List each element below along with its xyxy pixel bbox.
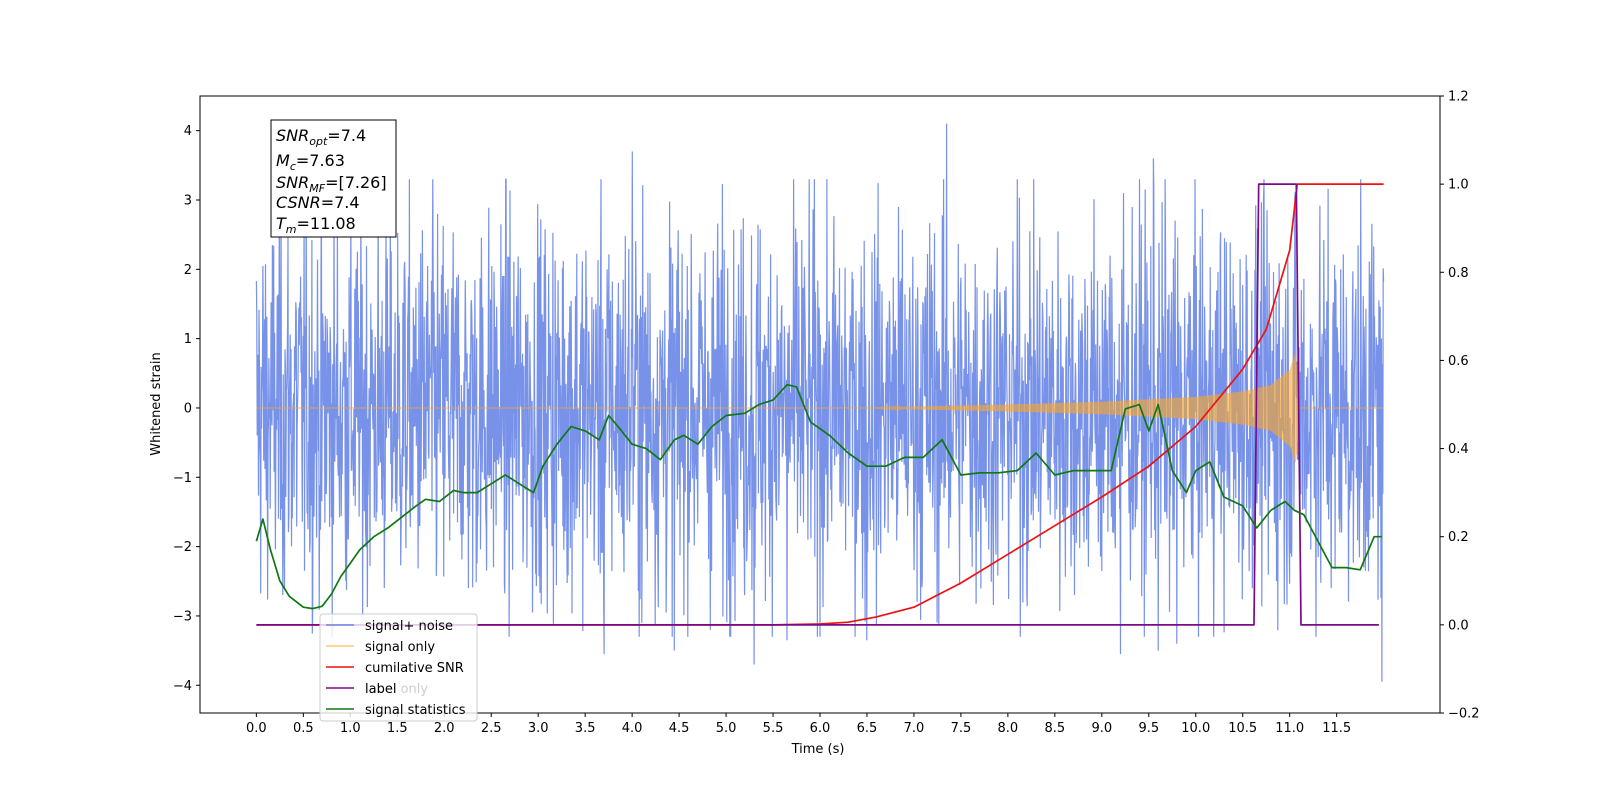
x-tick-label: 1.0 — [340, 721, 361, 736]
info-mc: =7.63 — [296, 151, 345, 170]
x-tick-label: 4.0 — [622, 721, 643, 736]
y-right-tick-label: 0.0 — [1448, 618, 1469, 633]
info-snr-opt: =7.4 — [327, 126, 366, 145]
y-right-tick-label: 1.2 — [1448, 90, 1469, 105]
x-tick-label: 2.0 — [434, 721, 455, 736]
series-line-signal-only — [256, 353, 1384, 463]
y-left-tick-label: 2 — [184, 263, 192, 278]
x-tick-label: 11.0 — [1275, 721, 1304, 736]
svg-text:Mc=7.63: Mc=7.63 — [276, 151, 345, 173]
x-tick-label: 8.0 — [998, 721, 1019, 736]
x-tick-label: 10.5 — [1228, 721, 1257, 736]
legend-label-label: label — [365, 682, 396, 697]
x-tick-label: 3.0 — [528, 721, 549, 736]
info-box: SNRopt=7.4 Mc=7.63 SNRMF=[7.26] CSNR=7.4… — [270, 119, 397, 238]
plot-area — [255, 123, 1385, 682]
x-tick-label: 10.0 — [1181, 721, 1210, 736]
series-group — [255, 123, 1385, 682]
series-line-label — [256, 183, 1379, 626]
x-tick-label: 1.5 — [387, 721, 408, 736]
legend-label-signal-statistics: signal statistics — [365, 703, 466, 718]
info-tm: =11.08 — [297, 214, 356, 233]
legend-label-cumulative-snr: cumilative SNR — [365, 661, 464, 676]
x-axis-label: Time (s) — [791, 742, 845, 757]
svg-text:SNRopt=7.4: SNRopt=7.4 — [276, 126, 366, 148]
svg-text:CSNR=7.4: CSNR=7.4 — [276, 193, 360, 212]
x-tick-label: 5.5 — [763, 721, 784, 736]
y-left-tick-label: 0 — [184, 401, 192, 416]
x-tick-label: 9.5 — [1138, 721, 1159, 736]
x-tick-label: 2.5 — [481, 721, 502, 736]
x-tick-label: 8.5 — [1045, 721, 1066, 736]
x-tick-label: 4.5 — [669, 721, 690, 736]
legend: label only signal+ noise signal only cum… — [319, 613, 478, 722]
y-right-tick-label: 0.6 — [1448, 354, 1469, 369]
y-axis-label: Whitened strain — [149, 352, 164, 455]
x-tick-label: 7.0 — [904, 721, 925, 736]
series-line-signal-noise — [255, 123, 1385, 682]
x-tick-label: 0.0 — [246, 721, 267, 736]
x-tick-label: 7.5 — [951, 721, 972, 736]
legend-label-signal-only: signal only — [365, 640, 435, 655]
series-line-cumilative-snr — [256, 183, 1384, 626]
y-left-tick-label: −1 — [173, 471, 192, 486]
y-left-tick-label: −4 — [173, 679, 192, 694]
y-right-tick-label: 0.2 — [1448, 530, 1469, 545]
y-left-tick-label: −2 — [173, 540, 192, 555]
y-left-tick-label: 1 — [184, 332, 192, 347]
y-right-tick-label: 0.4 — [1448, 442, 1469, 457]
y-right-tick-label: −0.2 — [1448, 707, 1480, 722]
y-right-tick-label: 1.0 — [1448, 178, 1469, 193]
series-line-signal-statistics — [255, 383, 1382, 610]
svg-text:SNRMF=[7.26]: SNRMF=[7.26] — [276, 173, 387, 195]
x-tick-label: 6.0 — [810, 721, 831, 736]
x-tick-label: 3.5 — [575, 721, 596, 736]
y-left-tick-label: 3 — [184, 193, 192, 208]
x-tick-label: 0.5 — [293, 721, 314, 736]
legend-hidden-entry: label only — [365, 682, 428, 697]
legend-label-signal-noise: signal+ noise — [365, 619, 453, 634]
x-axis: 0.0 0.5 1.0 1.5 2.0 2.5 3.0 3.5 4.0 4.5 5.0 5.5 6.0 6… — [246, 713, 1351, 736]
y-left-tick-label: 4 — [184, 124, 192, 139]
x-tick-label: 6.5 — [857, 721, 878, 736]
x-tick-label: 9.0 — [1091, 721, 1112, 736]
y-axis-left: 4 3 2 1 0 −1 −2 −3 −4 — [173, 124, 200, 694]
info-snr-mf: =[7.26] — [325, 173, 387, 192]
x-tick-label: 11.5 — [1322, 721, 1351, 736]
y-left-tick-label: −3 — [173, 609, 192, 624]
svg-text:Tm=11.08: Tm=11.08 — [276, 214, 356, 236]
y-axis-right: 1.2 1.0 0.8 0.6 0.4 0.2 0.0 −0.2 — [1440, 90, 1480, 722]
info-csnr: =7.4 — [321, 193, 360, 212]
y-right-tick-label: 0.8 — [1448, 266, 1469, 281]
x-tick-label: 5.0 — [716, 721, 737, 736]
